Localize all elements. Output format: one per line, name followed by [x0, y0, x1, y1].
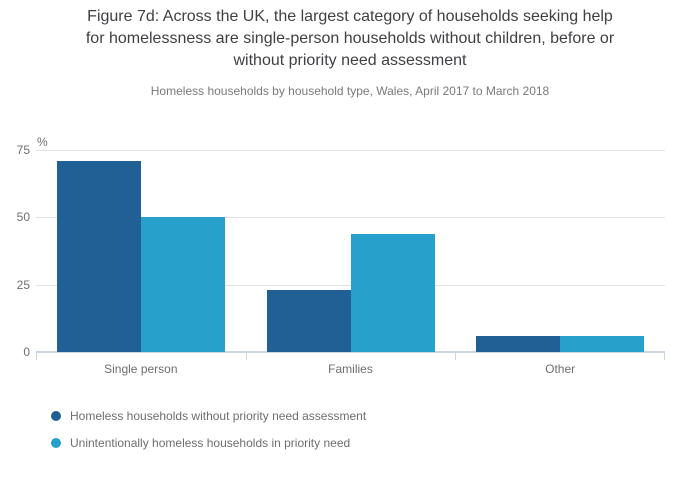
- bar-other-series-2: [560, 335, 645, 352]
- gridline-50: [36, 217, 665, 219]
- x-axis-label-other: Other: [545, 362, 576, 376]
- y-axis-tick-label-75: 75: [16, 143, 30, 157]
- legend-item-in-priority-need: Unintentionally homeless households in p…: [51, 436, 366, 450]
- y-axis-tick-label-25: 25: [16, 277, 30, 292]
- legend: Homeless households without priority nee…: [51, 409, 366, 463]
- chart-title: Figure 7d: Across the UK, the largest ca…: [0, 6, 700, 72]
- bar-single-person-series-2: [140, 217, 225, 352]
- x-axis-tick: [36, 352, 37, 360]
- chart-title-line-2: for homelessness are single-person house…: [85, 30, 615, 47]
- gridline-75: [36, 150, 665, 151]
- chart-subtitle: Homeless households by household type, W…: [150, 84, 550, 98]
- x-axis-label-families: Families: [328, 362, 373, 376]
- bar-families-series-2: [350, 233, 435, 352]
- x-axis-line: [36, 351, 665, 353]
- bar-single-person-series-1: [56, 160, 141, 352]
- bar-other-series-1: [476, 335, 561, 352]
- x-axis-tick: [455, 352, 456, 360]
- plot-area: [36, 150, 665, 360]
- bar-families-series-1: [266, 290, 351, 352]
- y-axis-tick-label-0: 0: [23, 345, 30, 359]
- chart-title-line-3: without priority need assessment: [233, 52, 467, 69]
- legend-label: Unintentionally homeless households in p…: [70, 436, 351, 450]
- x-axis-tick: [664, 352, 665, 360]
- legend-swatch-dark-blue: [51, 411, 61, 421]
- y-axis-tick-label-50: 50: [16, 210, 30, 225]
- legend-label: Homeless households without priority nee…: [70, 409, 367, 423]
- chart-title-line-1: Figure 7d: Across the UK, the largest ca…: [87, 8, 613, 25]
- legend-item-without-priority-need: Homeless households without priority nee…: [51, 409, 366, 423]
- x-axis-label-single-person: Single person: [104, 362, 178, 376]
- x-axis-tick: [246, 352, 247, 360]
- legend-swatch-light-blue: [51, 438, 61, 448]
- y-axis-unit-label: %: [37, 135, 48, 149]
